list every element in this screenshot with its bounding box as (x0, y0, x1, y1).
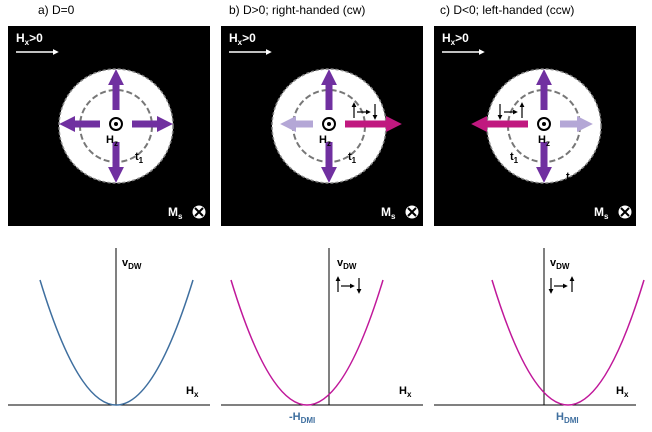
panel-c: c) D<0; left-handed (ccw) Hx>0 Hz t1 t2 … (434, 3, 644, 425)
vdw-label: vDW (122, 257, 142, 271)
text-part: DW (343, 262, 357, 271)
text-part: DMI (564, 416, 579, 425)
text-part: z (546, 139, 550, 148)
panel-label: c) D<0; left-handed (ccw) (440, 3, 574, 17)
text-part: s (178, 212, 183, 221)
text-part: >0 (242, 31, 256, 45)
text-part: 2 (168, 176, 173, 185)
hdmi-label: -HDMI (289, 411, 315, 425)
hdmi-label: HDMI (556, 411, 579, 425)
text-part: z (327, 139, 331, 148)
field-label: Hx>0 (442, 31, 469, 47)
hx-label: Hx (186, 385, 199, 399)
figure: a) D=0 Hx>0 Hz t1 t2 Ms vDW Hx b) D>0; r… (0, 0, 652, 432)
hx-label: Hx (399, 385, 412, 399)
text-part: z (114, 139, 118, 148)
text-part: x (624, 390, 629, 399)
text-part: H (556, 411, 564, 423)
panel-label: a) D=0 (38, 3, 75, 17)
hx-label: Hx (616, 385, 629, 399)
text-part: H (616, 385, 624, 397)
text-part: H (229, 31, 238, 45)
text-part: 1 (352, 156, 357, 165)
text-part: x (407, 390, 412, 399)
text-part: s (604, 212, 609, 221)
text-part: M (594, 205, 604, 219)
text-part: 2 (570, 176, 575, 185)
text-part: M (381, 205, 391, 219)
text-part: -H (289, 411, 301, 423)
text-part: H (399, 385, 407, 397)
text-part: DMI (301, 416, 316, 425)
text-part: H (186, 385, 194, 397)
text-part: x (194, 390, 199, 399)
panel-b: b) D>0; right-handed (cw) Hx>0 Hz t1 t2 … (221, 3, 423, 425)
text-part: 1 (514, 156, 519, 165)
text-part: H (538, 134, 546, 146)
text-part: H (319, 134, 327, 146)
panel-label: b) D>0; right-handed (cw) (229, 3, 365, 17)
chirality (551, 278, 572, 292)
chirality (338, 278, 359, 292)
text-part: DW (128, 262, 142, 271)
out-of-plane-dot (114, 122, 118, 126)
text-part: >0 (29, 31, 43, 45)
field-label: Hx>0 (16, 31, 43, 47)
text-part: DW (556, 262, 570, 271)
panel-a: a) D=0 Hx>0 Hz t1 t2 Ms vDW Hx (8, 3, 210, 405)
vdw-label: vDW (550, 257, 570, 271)
text-part: H (16, 31, 25, 45)
text-part: 1 (139, 156, 144, 165)
velocity-curve (231, 280, 383, 405)
field-label: Hx>0 (229, 31, 256, 47)
text-part: >0 (455, 31, 469, 45)
out-of-plane-dot (327, 122, 331, 126)
text-part: M (168, 205, 178, 219)
text-part: 2 (381, 176, 386, 185)
vdw-label: vDW (337, 257, 357, 271)
text-part: s (391, 212, 396, 221)
text-part: H (442, 31, 451, 45)
text-part: H (106, 134, 114, 146)
out-of-plane-dot (542, 122, 546, 126)
